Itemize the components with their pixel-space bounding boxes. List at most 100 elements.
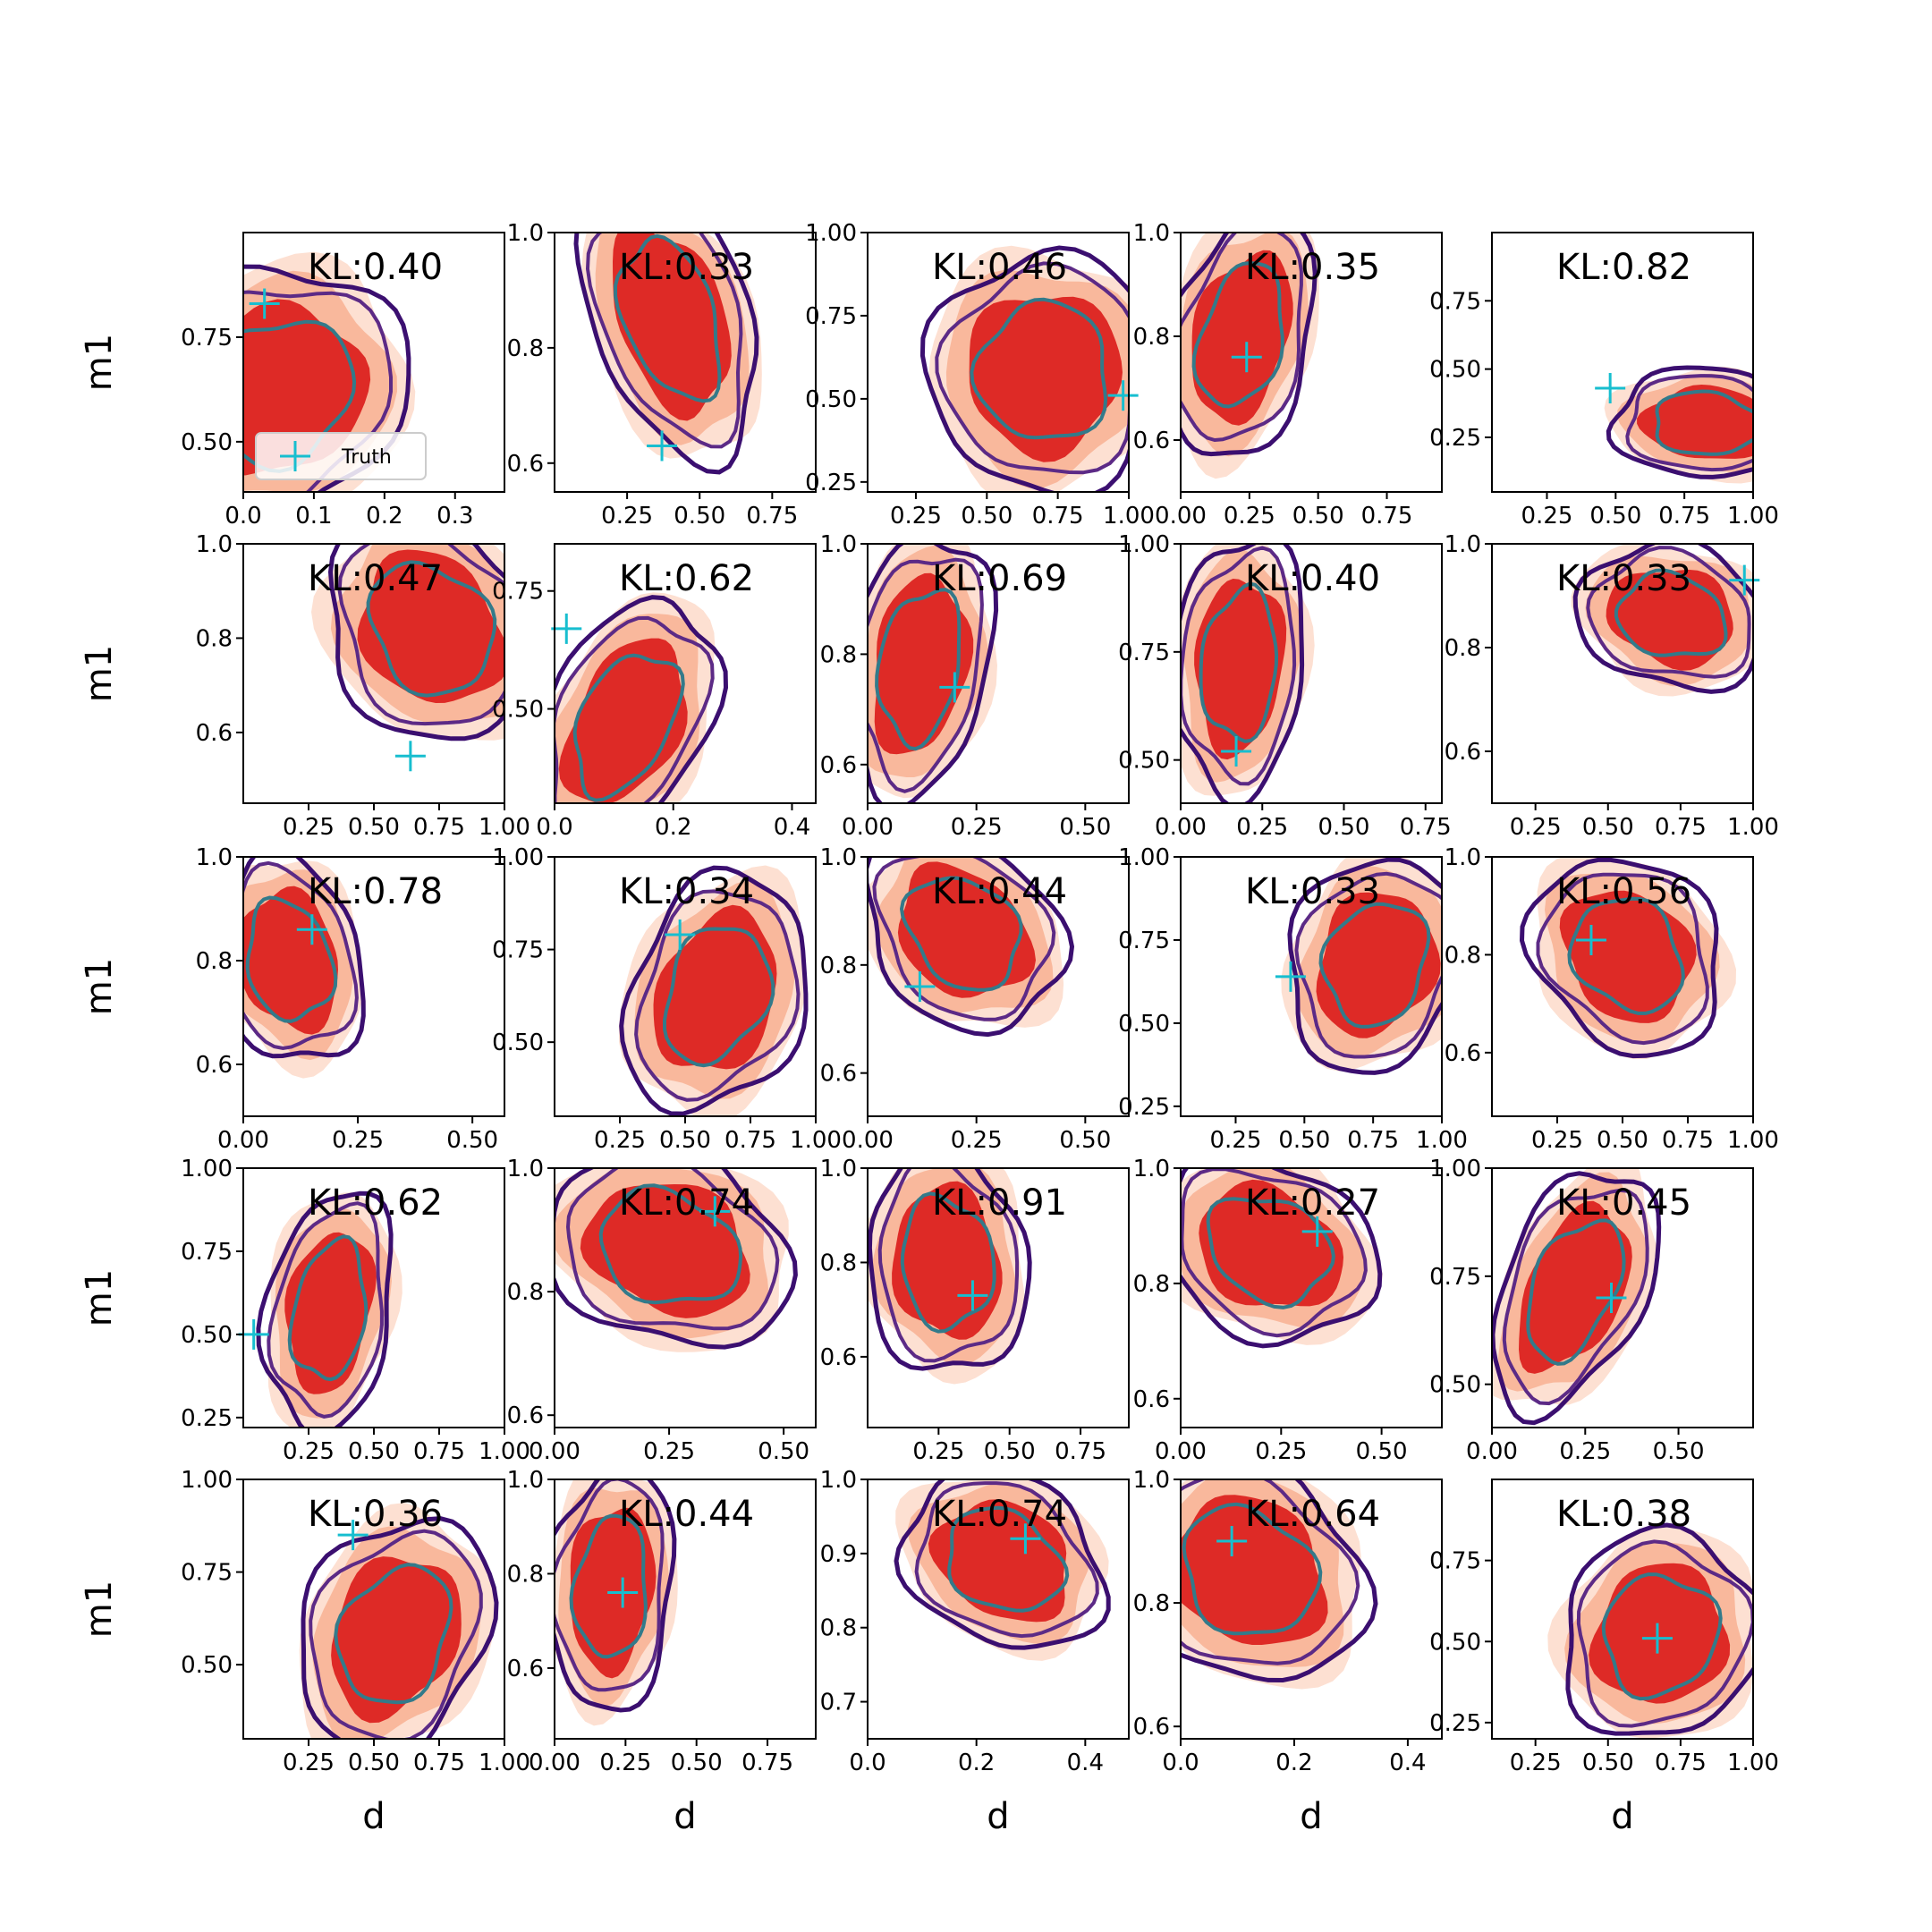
contour-inner — [366, 560, 497, 698]
truth-marker — [957, 1280, 988, 1311]
density-layer — [894, 1479, 1111, 1661]
y-tick-label: 0.75 — [1429, 1548, 1481, 1575]
panel-2-4: 0.00 0.25 0.50 0.75 0.50 0.75 1.00 KL:0.40 — [1118, 531, 1452, 841]
legend: Truth — [255, 432, 427, 480]
contour-inner — [1199, 581, 1279, 743]
y-axis-title: m1 — [79, 958, 120, 1015]
x-tick-label: 1.00 — [790, 1127, 842, 1154]
truth-marker — [1641, 1623, 1673, 1654]
density-layer — [243, 857, 366, 1079]
kl-annotation: KL:0.56 — [1556, 871, 1691, 912]
x-tick-label: 0.25 — [283, 1750, 335, 1776]
panel-2-5: 0.25 0.50 0.75 1.00 0.6 0.8 1.0 KL:0.33 — [1445, 531, 1779, 841]
y-tick-label: 1.00 — [181, 1156, 233, 1182]
y-tick-label: 1.0 — [820, 1467, 857, 1494]
contour-inner — [875, 588, 962, 751]
y-tick-label: 1.0 — [820, 531, 857, 558]
x-tick-label: 0.75 — [1658, 503, 1710, 530]
y-tick-label: 0.8 — [1445, 942, 1481, 969]
axes-frame — [554, 1167, 817, 1428]
y-tick-label: 0.8 — [1133, 1590, 1170, 1617]
x-tick-label: 0.4 — [774, 814, 810, 841]
x-tick-label: 0.0 — [536, 814, 572, 841]
y-tick-label: 0.25 — [1429, 425, 1481, 452]
x-tick-label: 0.50 — [671, 1750, 723, 1776]
truth-marker — [939, 672, 970, 703]
y-tick-label: 0.25 — [805, 470, 857, 496]
x-tick-label: 0.00 — [842, 814, 894, 841]
contour-outer — [243, 857, 366, 1059]
contour-outer — [1565, 1522, 1753, 1736]
y-tick-label: 0.7 — [820, 1690, 857, 1716]
y-tick-label: 1.0 — [196, 844, 233, 871]
contour-outer — [1606, 365, 1753, 479]
panel-4-5: 0.00 0.25 0.50 0.50 0.75 1.00 KL:0.45 — [1429, 1156, 1754, 1465]
x-tick-label: 0.2 — [1275, 1750, 1312, 1776]
contour-inner — [1614, 568, 1728, 657]
y-tick-label: 0.50 — [181, 429, 233, 456]
y-tick-label: 0.6 — [507, 451, 544, 478]
x-tick-label: 1.00 — [1727, 814, 1779, 841]
axes-frame — [242, 232, 505, 493]
kl-annotation: KL:0.33 — [1245, 871, 1380, 912]
x-tick-label: 0.25 — [643, 1438, 695, 1465]
x-tick-label: 0.25 — [283, 814, 335, 841]
truth-marker — [249, 288, 280, 319]
x-tick-label: 1.00 — [1727, 1750, 1779, 1776]
y-tick-label: 0.8 — [196, 948, 233, 975]
axes-frame — [1180, 856, 1443, 1117]
panel-2-3: 0.00 0.25 0.50 0.6 0.8 1.0 KL:0.69 — [820, 531, 1130, 841]
density-fill-inner — [1181, 1495, 1328, 1645]
x-tick-label: 0.50 — [1597, 1127, 1648, 1154]
truth-marker — [665, 919, 696, 950]
x-tick-label: 0.50 — [1292, 503, 1344, 530]
x-tick-label: 0.50 — [674, 503, 725, 530]
axes-frame — [242, 856, 505, 1117]
truth-marker — [1010, 1523, 1041, 1555]
panel-3-4: 0.25 0.50 0.75 1.00 0.25 0.50 0.75 1.00 KL:0.33 — [1118, 844, 1468, 1154]
density-layer — [256, 1191, 402, 1428]
x-tick-label: 0.50 — [348, 1438, 400, 1465]
y-tick-label: 0.75 — [492, 579, 544, 606]
y-tick-label: 0.6 — [1133, 428, 1170, 454]
x-tick-label: 0.50 — [348, 1750, 400, 1776]
truth-marker — [296, 914, 327, 945]
x-tick-label: 0.50 — [1589, 503, 1641, 530]
contour-outer — [243, 264, 411, 492]
kl-annotation: KL:0.40 — [1245, 558, 1380, 599]
panel-1-2: 0.25 0.50 0.75 0.6 0.8 1.0 KL:0.33 — [507, 220, 817, 530]
x-tick-label: 0.50 — [348, 814, 400, 841]
kl-annotation: KL:0.36 — [308, 1494, 443, 1535]
x-tick-label: 0.25 — [594, 1127, 646, 1154]
truth-marker — [1595, 373, 1626, 403]
x-tick-label: 1.00 — [1416, 1127, 1468, 1154]
density-fill-inner — [1519, 1200, 1632, 1374]
contour-outer — [1287, 857, 1442, 1075]
x-tick-label: 0.00 — [1155, 503, 1207, 530]
y-tick-label: 0.75 — [181, 325, 233, 352]
contour-outer — [868, 1168, 1032, 1371]
contour-inner — [334, 1563, 453, 1705]
y-tick-label: 1.00 — [1118, 844, 1170, 871]
y-tick-label: 1.0 — [507, 1156, 544, 1182]
x-tick-label: 0.50 — [961, 503, 1013, 530]
kl-annotation: KL:0.91 — [932, 1182, 1067, 1224]
kl-annotation: KL:0.34 — [619, 871, 754, 912]
contour-mid — [1625, 374, 1753, 472]
panel-5-2: 0.00 0.25 0.50 0.75 0.6 0.8 1.0 KL:0.44 d — [507, 1467, 817, 1837]
density-layer — [868, 544, 999, 803]
y-tick-label: 0.8 — [820, 953, 857, 979]
x-tick-label: 0.75 — [1055, 1438, 1106, 1465]
density-layer — [1181, 233, 1319, 479]
x-tick-label: 0.25 — [1531, 1127, 1583, 1154]
kl-annotation: KL:0.82 — [1556, 247, 1691, 288]
contour-mid — [243, 860, 359, 1051]
x-tick-label: 0.25 — [951, 814, 1003, 841]
contour-mid — [872, 857, 1056, 1021]
density-fill-inner — [580, 1184, 750, 1318]
contour-mid — [555, 1479, 665, 1692]
y-tick-label: 0.8 — [820, 641, 857, 668]
contour-inner — [598, 1183, 743, 1305]
y-tick-label: 0.50 — [805, 386, 857, 413]
contour-mid — [634, 889, 801, 1102]
